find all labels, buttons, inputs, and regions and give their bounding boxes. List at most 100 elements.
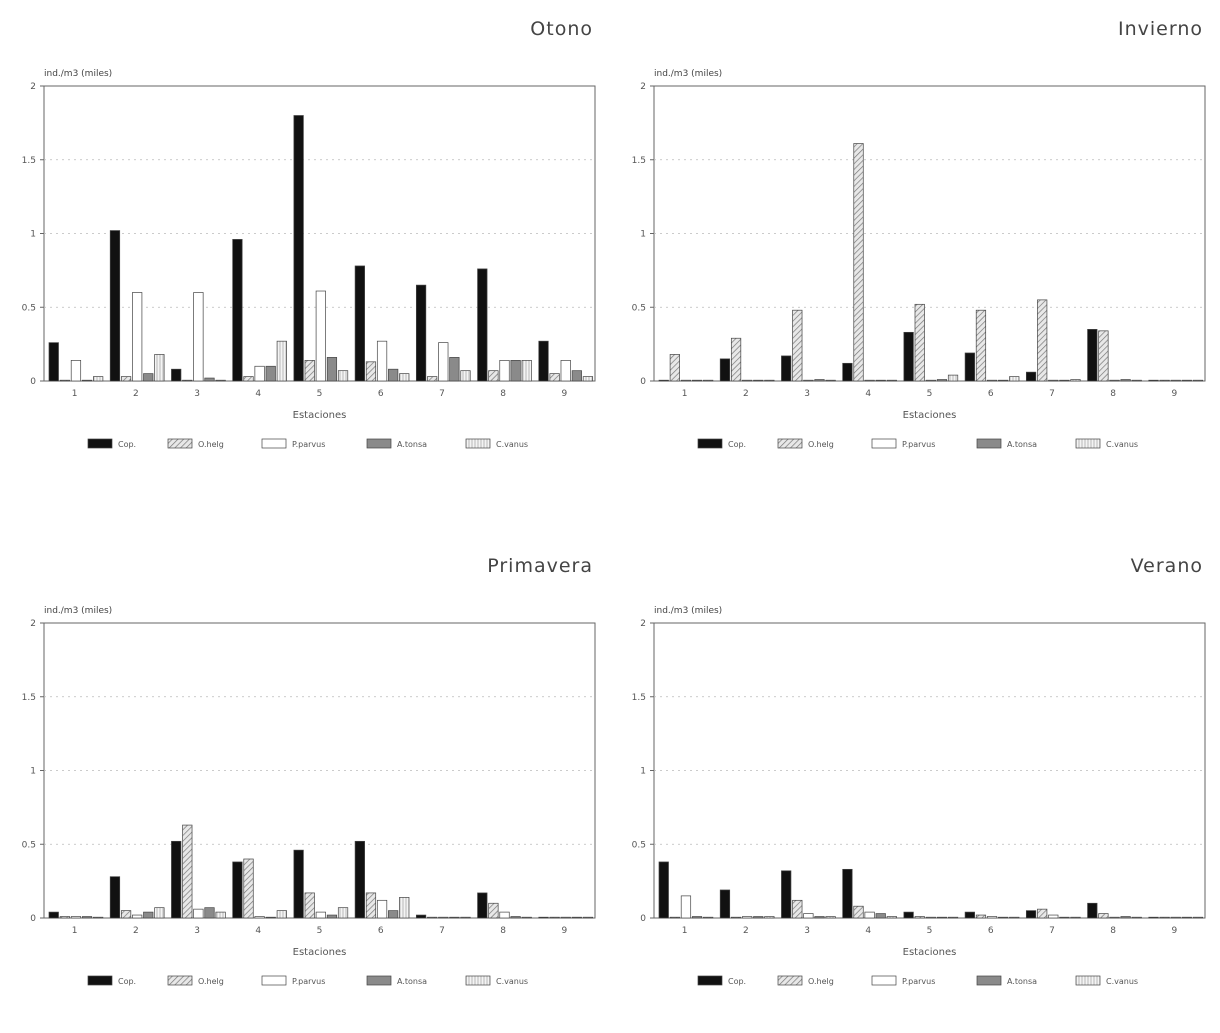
bar-cvanus: [703, 379, 714, 382]
bar-ohelg: [59, 379, 70, 382]
chart-otono: Otono ind./m3 (miles) 0 0.5 1 1.5 2 1 2 3 4 5 6 7 8 9 Es…: [0, 0, 610, 496]
bar-atonsa: [449, 916, 460, 919]
bar-pparvus: [1109, 379, 1120, 382]
bar-pparvus: [376, 899, 388, 919]
bar-cop: [1025, 910, 1037, 919]
y-tick-label: 1: [640, 230, 646, 240]
legend-label: A.tonsa: [397, 440, 427, 449]
bar-atonsa: [936, 916, 948, 919]
y-tick-label: 1.5: [22, 156, 36, 166]
x-tick-label: 4: [865, 926, 871, 936]
bar-cvanus: [93, 376, 104, 382]
bar-cop: [1025, 371, 1037, 382]
bar-cop: [964, 911, 975, 919]
bar-cvanus: [947, 916, 959, 919]
legend-swatch: [167, 438, 193, 449]
chart-title: Primavera: [487, 555, 593, 577]
bar-ohelg: [120, 910, 132, 919]
x-tick-label: 3: [804, 926, 810, 936]
legend-swatch: [697, 975, 723, 986]
bar-cvanus: [1009, 376, 1020, 382]
x-tick-label: 5: [927, 926, 933, 936]
bar-pparvus: [1109, 916, 1120, 919]
bar-cop: [658, 861, 669, 919]
bar-ohelg: [1098, 913, 1109, 919]
bar-ohelg: [669, 916, 680, 919]
bar-cop: [477, 892, 488, 919]
y-axis-label: ind./m3 (miles): [44, 69, 112, 79]
bar-ohelg: [792, 309, 803, 382]
bar-pparvus: [925, 379, 936, 382]
bar-ohelg: [243, 858, 254, 919]
bar-pparvus: [315, 290, 326, 382]
bar-cvanus: [1070, 379, 1081, 382]
bar-pparvus: [438, 916, 449, 919]
bar-ohelg: [1037, 299, 1048, 382]
bar-cvanus: [521, 360, 532, 382]
x-tick-label: 2: [133, 389, 139, 399]
bar-cop: [538, 916, 549, 919]
bar-atonsa: [571, 916, 582, 919]
bar-atonsa: [449, 357, 460, 382]
bar-atonsa: [204, 377, 215, 382]
bar-cvanus: [93, 916, 104, 919]
legend-label: P.parvus: [292, 977, 325, 986]
bar-cop: [354, 840, 365, 919]
x-tick-label: 3: [194, 389, 200, 399]
legend-label: O.helg: [198, 977, 224, 986]
bar-atonsa: [204, 907, 215, 919]
x-tick-label: 6: [988, 926, 994, 936]
y-tick-label: 1: [30, 767, 36, 777]
legend-label: O.helg: [808, 440, 834, 449]
x-tick-label: 4: [255, 926, 261, 936]
x-tick-label: 5: [317, 926, 323, 936]
bar-atonsa: [814, 379, 825, 382]
legend-label: O.helg: [198, 440, 224, 449]
y-tick-label: 0: [30, 377, 36, 387]
bar-cop: [232, 861, 243, 919]
chart-verano: Verano ind./m3 (miles) 0 0.5 1 1.5 2 1 2 3 4 5 6 7 8 9 E…: [610, 537, 1220, 1033]
bar-cop: [293, 115, 304, 382]
bar-atonsa: [998, 916, 1009, 919]
bar-atonsa: [998, 379, 1009, 382]
bar-ohelg: [1159, 916, 1170, 919]
bar-pparvus: [742, 916, 753, 919]
x-tick-label: 6: [378, 389, 384, 399]
x-tick-label: 5: [927, 389, 933, 399]
bar-cop: [903, 911, 914, 919]
x-tick-label: 3: [804, 389, 810, 399]
bar-cvanus: [276, 910, 287, 919]
x-axis-label: Estaciones: [293, 947, 347, 958]
x-tick-label: 9: [562, 926, 568, 936]
bar-ohelg: [365, 361, 377, 382]
bar-pparvus: [70, 360, 82, 382]
bar-atonsa: [326, 914, 338, 919]
bar-atonsa: [691, 379, 703, 382]
bar-cop: [171, 368, 182, 382]
bar-ohelg: [914, 916, 925, 919]
bar-ohelg: [182, 379, 193, 382]
bar-cvanus: [825, 916, 836, 919]
bar-pparvus: [254, 916, 265, 919]
bar-atonsa: [1120, 916, 1131, 919]
bar-atonsa: [936, 379, 948, 382]
bar-cop: [1087, 329, 1098, 382]
legend-label: P.parvus: [902, 977, 935, 986]
x-tick-label: 9: [562, 389, 568, 399]
bar-pparvus: [376, 340, 388, 382]
x-tick-label: 9: [1172, 926, 1178, 936]
bar-pparvus: [680, 895, 692, 919]
bar-pparvus: [864, 911, 875, 919]
bar-pparvus: [864, 379, 875, 382]
bar-cvanus: [703, 916, 714, 919]
bar-ohelg: [488, 370, 499, 382]
bar-atonsa: [388, 368, 399, 382]
bar-pparvus: [254, 365, 265, 382]
bar-ohelg: [853, 905, 864, 919]
bar-ohelg: [853, 143, 864, 382]
y-tick-label: 1.5: [632, 693, 646, 703]
x-tick-label: 4: [865, 389, 871, 399]
bar-cvanus: [1131, 916, 1142, 919]
bar-atonsa: [1059, 916, 1070, 919]
bar-atonsa: [81, 916, 93, 919]
